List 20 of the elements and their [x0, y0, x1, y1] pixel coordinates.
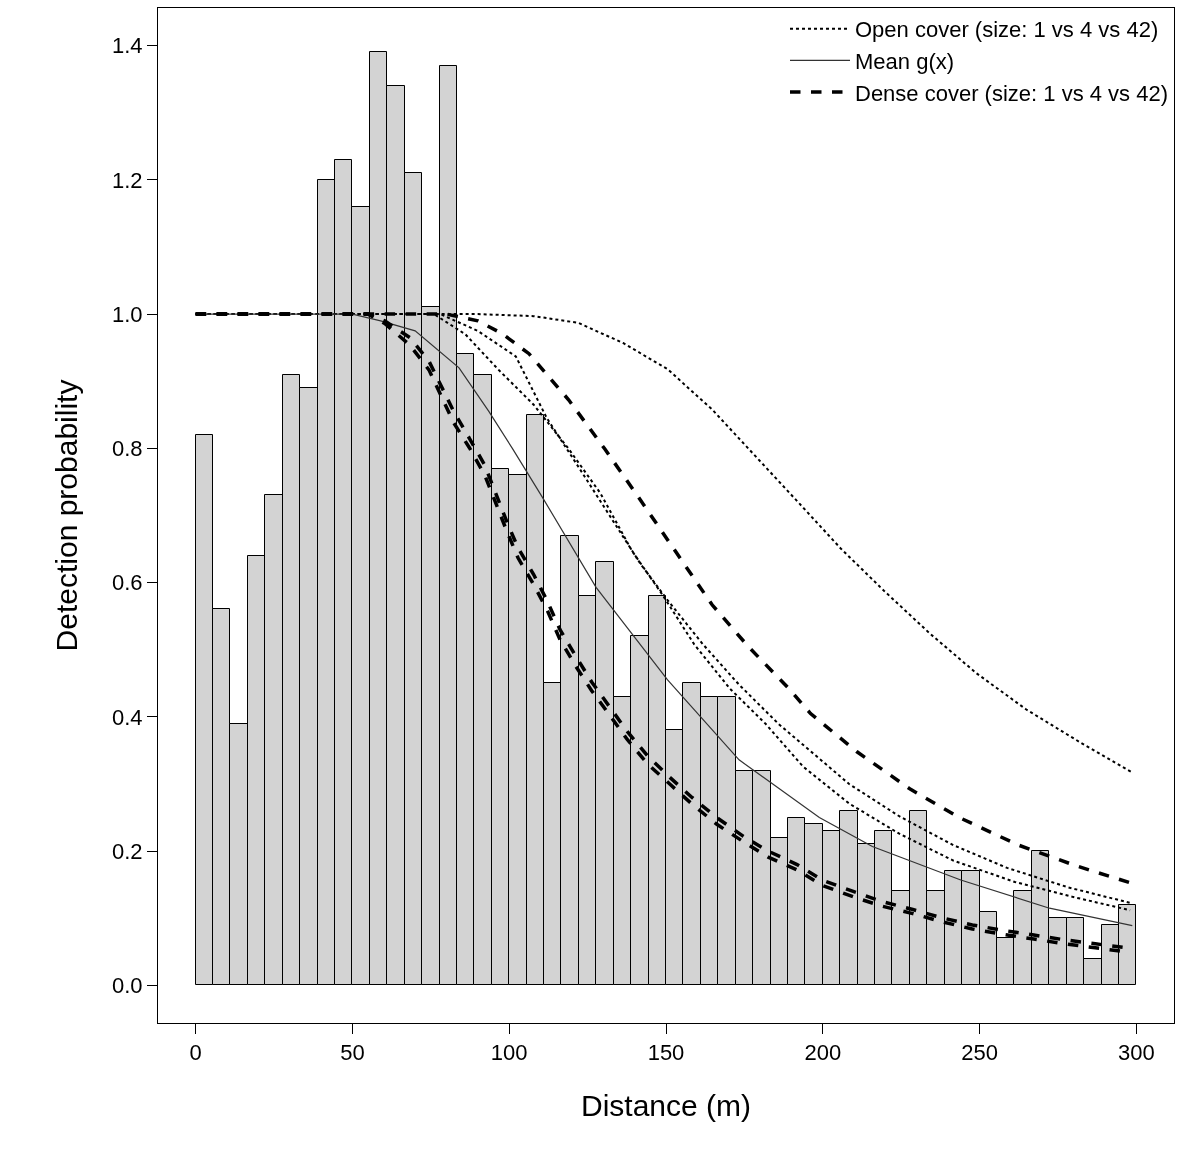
y-tick-label: 1.2 — [112, 167, 143, 193]
y-tick-label: 0.2 — [112, 838, 143, 864]
y-tick-label: 1.0 — [112, 301, 143, 327]
y-tick-label: 0.0 — [112, 973, 143, 999]
x-tick-label: 50 — [340, 1040, 365, 1066]
legend-label: Mean g(x) — [855, 48, 955, 74]
y-tick-label: 0.4 — [112, 704, 143, 730]
x-tick-label: 150 — [647, 1040, 685, 1066]
x-tick-label: 0 — [189, 1040, 202, 1066]
legend-label: Open cover (size: 1 vs 4 vs 42) — [855, 17, 1159, 43]
x-axis-title: Distance (m) — [580, 1088, 752, 1122]
x-tick-label: 100 — [490, 1040, 528, 1066]
x-tick-label: 300 — [1118, 1040, 1155, 1066]
y-tick-label: 0.6 — [112, 570, 143, 596]
y-axis-title: Detection probability — [50, 379, 84, 652]
x-tick-label: 200 — [804, 1040, 842, 1066]
y-tick-label: 0.8 — [112, 436, 143, 462]
legend-label: Dense cover (size: 1 vs 4 vs 42) — [855, 80, 1169, 106]
x-tick-label: 250 — [961, 1040, 998, 1066]
y-tick-label: 1.4 — [112, 33, 143, 59]
